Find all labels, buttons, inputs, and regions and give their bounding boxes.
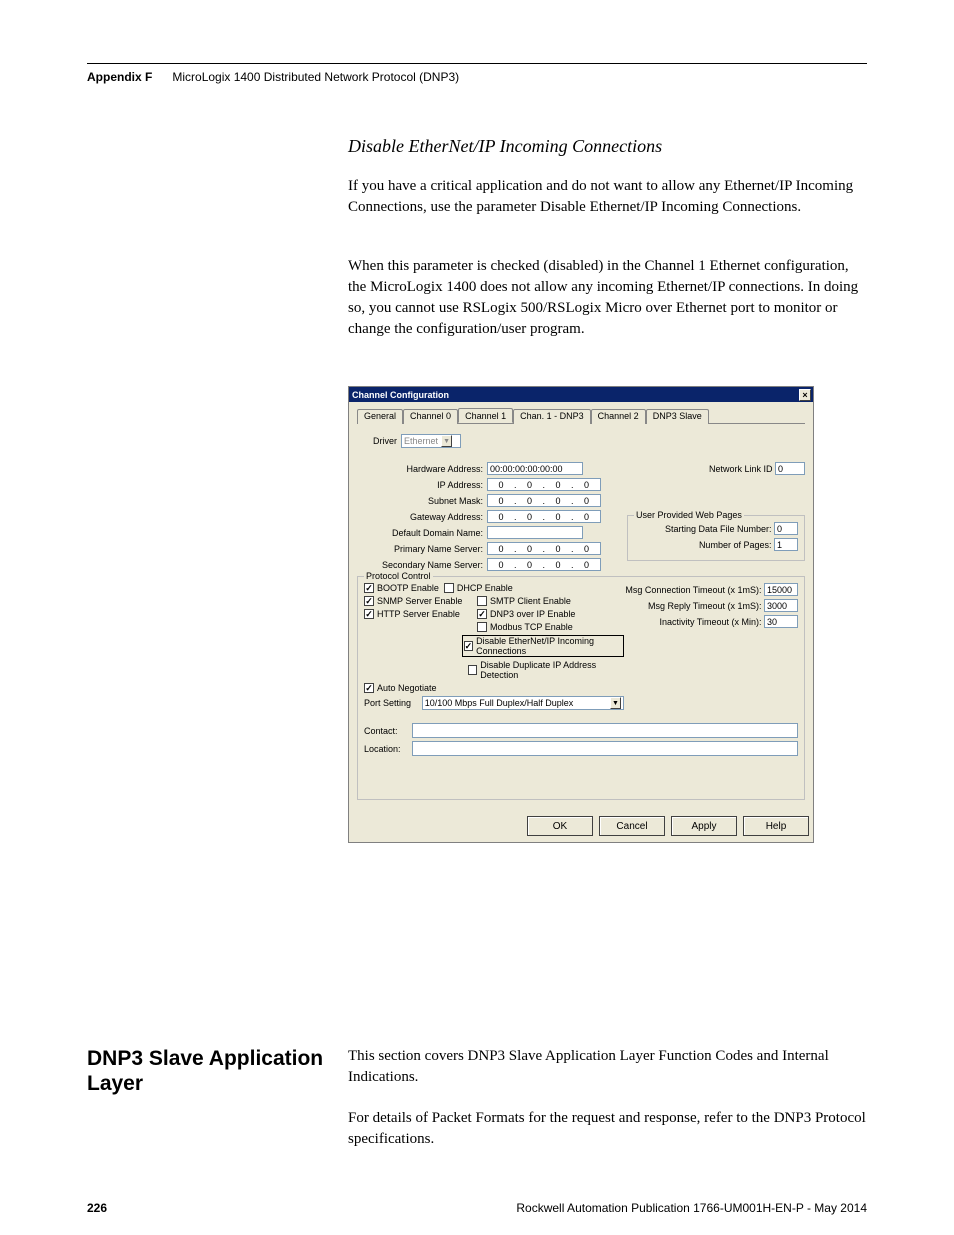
port-value: 10/100 Mbps Full Duplex/Half Duplex xyxy=(425,698,607,708)
tab-strip: General Channel 0 Channel 1 Chan. 1 - DN… xyxy=(357,408,805,424)
disable-dup-checkbox[interactable] xyxy=(468,665,477,675)
ip-label: IP Address: xyxy=(357,480,487,490)
smtp-label: SMTP Client Enable xyxy=(490,596,571,606)
port-select[interactable]: 10/100 Mbps Full Duplex/Half Duplex ▼ xyxy=(422,696,624,710)
hw-addr-field[interactable]: 00:00:00:00:00:00 xyxy=(487,462,583,475)
disable-eip-highlight: Disable EtherNet/IP Incoming Connections xyxy=(462,635,624,657)
modbus-checkbox[interactable] xyxy=(477,622,487,632)
ip-field[interactable]: 0. 0. 0. 0 xyxy=(487,478,601,491)
header-title: MicroLogix 1400 Distributed Network Prot… xyxy=(172,70,459,84)
tab-chan1-dnp3[interactable]: Chan. 1 - DNP3 xyxy=(513,409,591,424)
paragraph-1: If you have a critical application and d… xyxy=(348,176,867,218)
http-label: HTTP Server Enable xyxy=(377,609,477,619)
slave-para-2: For details of Packet Formats for the re… xyxy=(348,1108,867,1150)
dialog-title: Channel Configuration xyxy=(352,390,449,400)
inactivity-field[interactable]: 30 xyxy=(764,615,798,628)
smtp-checkbox[interactable] xyxy=(477,596,487,606)
protocol-control-group: Protocol Control BOOTP Enable DHCP Enabl… xyxy=(357,576,805,800)
page-footer: 226 Rockwell Automation Publication 1766… xyxy=(87,1201,867,1215)
network-link-label: Network Link ID xyxy=(709,464,773,474)
gateway-label: Gateway Address: xyxy=(357,512,487,522)
tab-channel2[interactable]: Channel 2 xyxy=(591,409,646,424)
tab-channel0[interactable]: Channel 0 xyxy=(403,409,458,424)
tab-channel1[interactable]: Channel 1 xyxy=(458,408,513,423)
cancel-button[interactable]: Cancel xyxy=(599,816,665,836)
dialog-button-row: OK Cancel Apply Help xyxy=(349,808,813,842)
msg-conn-field[interactable]: 15000 xyxy=(764,583,798,596)
msg-conn-label: Msg Connection Timeout (x 1mS): xyxy=(625,585,761,595)
chevron-down-icon: ▼ xyxy=(441,435,452,447)
contact-field[interactable] xyxy=(412,723,798,738)
start-file-label: Starting Data File Number: xyxy=(665,524,772,534)
driver-label: Driver xyxy=(373,436,397,446)
section-heading: Disable EtherNet/IP Incoming Connections xyxy=(348,136,867,157)
contact-label: Contact: xyxy=(364,726,412,736)
subnet-field[interactable]: 0.0.0.0 xyxy=(487,494,601,507)
hw-addr-label: Hardware Address: xyxy=(357,464,487,474)
location-field[interactable] xyxy=(412,741,798,756)
dnp3ip-checkbox[interactable] xyxy=(477,609,487,619)
help-button[interactable]: Help xyxy=(743,816,809,836)
modbus-label: Modbus TCP Enable xyxy=(490,622,573,632)
dialog-titlebar: Channel Configuration × xyxy=(349,387,813,402)
secondary-ns-field[interactable]: 0.0.0.0 xyxy=(487,558,601,571)
slave-para-1: This section covers DNP3 Slave Applicati… xyxy=(348,1046,867,1088)
publication-id: Rockwell Automation Publication 1766-UM0… xyxy=(516,1201,867,1215)
domain-field[interactable] xyxy=(487,526,583,539)
msg-reply-label: Msg Reply Timeout (x 1mS): xyxy=(648,601,762,611)
page-number: 226 xyxy=(87,1201,107,1215)
location-label: Location: xyxy=(364,744,412,754)
web-pages-legend: User Provided Web Pages xyxy=(634,510,744,520)
snmp-checkbox[interactable] xyxy=(364,596,374,606)
bootp-checkbox[interactable] xyxy=(364,583,374,593)
appendix-label: Appendix F xyxy=(87,70,152,84)
inactivity-label: Inactivity Timeout (x Min): xyxy=(659,617,761,627)
close-icon[interactable]: × xyxy=(799,389,811,401)
driver-select[interactable]: Ethernet ▼ xyxy=(401,434,461,448)
subnet-label: Subnet Mask: xyxy=(357,496,487,506)
network-link-field[interactable]: 0 xyxy=(775,462,805,475)
gateway-field[interactable]: 0.0.0.0 xyxy=(487,510,601,523)
ok-button[interactable]: OK xyxy=(527,816,593,836)
disable-dup-label: Disable Duplicate IP Address Detection xyxy=(480,660,624,680)
tab-dnp3-slave[interactable]: DNP3 Slave xyxy=(646,409,709,424)
protocol-legend: Protocol Control xyxy=(364,571,433,581)
disable-eip-checkbox[interactable] xyxy=(464,641,474,651)
chevron-down-icon: ▼ xyxy=(610,697,621,709)
msg-reply-field[interactable]: 3000 xyxy=(764,599,798,612)
driver-value: Ethernet xyxy=(404,436,438,446)
disable-eip-label: Disable EtherNet/IP Incoming Connections xyxy=(476,636,622,656)
primary-ns-field[interactable]: 0.0.0.0 xyxy=(487,542,601,555)
tab-general[interactable]: General xyxy=(357,409,403,424)
snmp-label: SNMP Server Enable xyxy=(377,596,477,606)
dhcp-label: DHCP Enable xyxy=(457,583,513,593)
channel-config-dialog: Channel Configuration × General Channel … xyxy=(348,386,814,843)
web-pages-group: User Provided Web Pages Starting Data Fi… xyxy=(627,515,805,561)
port-label: Port Setting xyxy=(364,698,422,708)
paragraph-2: When this parameter is checked (disabled… xyxy=(348,256,867,340)
bootp-label: BOOTP Enable xyxy=(377,583,439,593)
num-pages-label: Number of Pages: xyxy=(699,540,772,550)
secondary-ns-label: Secondary Name Server: xyxy=(357,560,487,570)
dhcp-checkbox[interactable] xyxy=(444,583,454,593)
slave-layer-heading: DNP3 Slave Application Layer xyxy=(87,1046,327,1096)
http-checkbox[interactable] xyxy=(364,609,374,619)
apply-button[interactable]: Apply xyxy=(671,816,737,836)
auto-neg-label: Auto Negotiate xyxy=(377,683,437,693)
start-file-field[interactable]: 0 xyxy=(774,522,798,535)
dnp3ip-label: DNP3 over IP Enable xyxy=(490,609,575,619)
auto-neg-checkbox[interactable] xyxy=(364,683,374,693)
num-pages-field[interactable]: 1 xyxy=(774,538,798,551)
domain-label: Default Domain Name: xyxy=(357,528,487,538)
primary-ns-label: Primary Name Server: xyxy=(357,544,487,554)
page-header: Appendix F MicroLogix 1400 Distributed N… xyxy=(87,63,867,84)
